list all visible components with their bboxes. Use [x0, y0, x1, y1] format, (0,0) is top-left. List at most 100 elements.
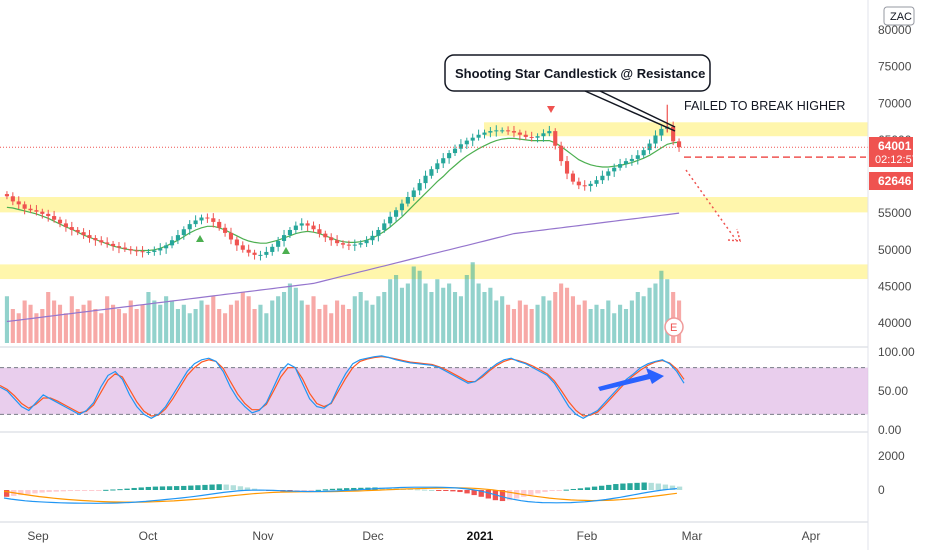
macd-histogram-bar [634, 482, 640, 490]
macd-histogram-bar [32, 490, 38, 494]
candle-body [105, 242, 110, 244]
callout-pointer-1 [584, 90, 676, 132]
volume-bar [87, 300, 92, 343]
time-axis[interactable]: Sep Oct Nov Dec 2021 Feb Mar Apr [27, 529, 820, 543]
volume-bar [393, 275, 399, 343]
volume-bar [405, 283, 410, 343]
candle-body [393, 210, 399, 217]
macd-histogram-bar [202, 484, 208, 490]
macd-tick-label: 2000 [878, 449, 905, 463]
projection-arrow-line [685, 169, 737, 241]
candle-body [559, 145, 564, 162]
volume-bar [111, 304, 116, 343]
volume-bar [429, 292, 434, 343]
candle-body [323, 233, 328, 238]
volume-bar [494, 300, 499, 343]
earnings-letter: E [670, 322, 677, 334]
sell-signal-marker [547, 106, 555, 113]
volume-bar [164, 296, 169, 343]
symbol-badge[interactable]: ZAC [883, 6, 915, 26]
macd-histogram-bar [96, 490, 102, 491]
candle-body [388, 216, 393, 224]
candle-body [376, 229, 381, 236]
callout-annotation[interactable]: Shooting Star Candlestick @ Resistance [444, 54, 711, 132]
time-tick-label: Mar [682, 529, 703, 543]
candle-body [22, 204, 27, 209]
candle-body [653, 135, 658, 144]
macd-axis[interactable]: 2000 0 [878, 449, 905, 497]
candle-body [140, 251, 145, 253]
last-price-value: 64001 [878, 139, 912, 153]
candle-body [429, 169, 434, 176]
volume-bar [205, 304, 210, 343]
macd-histogram-bar [549, 490, 555, 492]
callout-box [444, 54, 711, 92]
time-tick-label: 2021 [467, 529, 494, 543]
volume-bar [647, 287, 652, 343]
candlesticks [4, 104, 682, 261]
candle-body [523, 134, 528, 137]
time-tick-label: Sep [27, 529, 49, 543]
candle-body [500, 130, 505, 132]
candle-body [476, 134, 481, 138]
candle-body [63, 223, 68, 228]
macd-histogram-bar [471, 490, 477, 496]
macd-signal-line [3, 487, 677, 503]
macd-histogram-bar [655, 483, 661, 490]
macd-histogram-bar [216, 484, 222, 490]
volume-bar [105, 296, 110, 343]
time-tick-label: Feb [577, 529, 598, 543]
fast-ma-line [6, 137, 680, 252]
volume-bar [635, 292, 640, 343]
volume-bar [223, 313, 228, 343]
volume-bar [22, 300, 27, 343]
macd-histogram-bar [244, 487, 251, 490]
volume-bar [382, 292, 387, 343]
macd-histogram-bar [506, 490, 513, 501]
macd-histogram-bar [570, 488, 576, 490]
candle-body [16, 201, 21, 205]
countdown-value: 02:12:57 [875, 154, 918, 166]
candle-body [152, 250, 157, 252]
stoch-tick-label: 100.00 [878, 345, 915, 359]
volume-bar [423, 283, 428, 343]
price-tick-label: 40000 [878, 316, 912, 330]
macd-histogram-bar [421, 489, 428, 491]
macd-histogram-bar [209, 484, 215, 490]
macd-histogram-bar [251, 488, 258, 490]
target-price-label: 62646 [869, 172, 913, 190]
macd-histogram-bar [39, 490, 45, 493]
candle-body [99, 240, 104, 243]
candle-body [246, 249, 251, 253]
candle-body [464, 140, 469, 145]
volume-bar [116, 309, 122, 343]
volume-bar [547, 300, 552, 343]
candle-body [128, 249, 133, 251]
candle-body [447, 153, 452, 159]
stoch-tick-label: 0.00 [878, 423, 902, 437]
volume-bar [612, 313, 617, 343]
candle-body [423, 175, 428, 184]
macd-histogram-bar [329, 488, 336, 490]
candle-body [511, 131, 517, 133]
candle-body [494, 130, 499, 132]
volume-bar [340, 304, 346, 343]
candle-body [623, 161, 629, 165]
volume-bar [618, 304, 623, 343]
time-tick-label: Apr [802, 529, 821, 543]
volume-bar [553, 292, 558, 343]
drawing-annotations [196, 106, 866, 254]
volume-bar [441, 287, 446, 343]
stoch-d-line [0, 356, 685, 417]
earnings-marker[interactable]: E [664, 317, 684, 337]
volume-bar [376, 296, 381, 343]
candle-body [252, 252, 257, 255]
stochastic-axis[interactable]: 100.00 50.00 0.00 [878, 345, 915, 437]
volume-bar [181, 304, 186, 343]
candle-body [517, 132, 522, 135]
slow-ma-line [6, 212, 680, 323]
candle-body [81, 232, 86, 236]
volume-bar [81, 304, 86, 343]
